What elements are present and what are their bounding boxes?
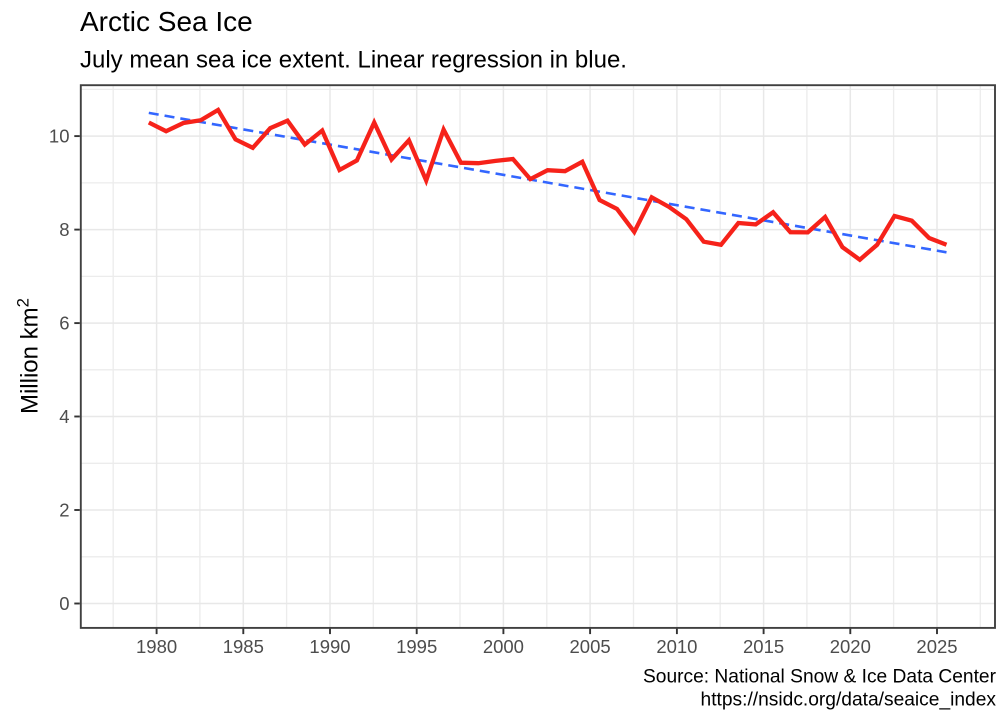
svg-text:2005: 2005 <box>570 636 611 657</box>
svg-text:1985: 1985 <box>223 636 264 657</box>
svg-text:https://nsidc.org/data/seaice_: https://nsidc.org/data/seaice_index <box>701 689 997 710</box>
svg-text:2020: 2020 <box>830 636 871 657</box>
svg-text:Million km2: Million km2 <box>14 298 44 414</box>
svg-text:2: 2 <box>59 500 69 521</box>
svg-text:4: 4 <box>59 406 69 427</box>
svg-text:8: 8 <box>59 219 69 240</box>
svg-text:2015: 2015 <box>743 636 784 657</box>
svg-text:6: 6 <box>59 313 69 334</box>
svg-text:2025: 2025 <box>916 636 957 657</box>
svg-text:Arctic Sea Ice: Arctic Sea Ice <box>80 6 253 37</box>
svg-text:10: 10 <box>49 126 70 147</box>
svg-text:1995: 1995 <box>396 636 437 657</box>
svg-text:1980: 1980 <box>136 636 177 657</box>
svg-text:July mean sea ice extent. Line: July mean sea ice extent. Linear regress… <box>80 47 627 74</box>
svg-text:2000: 2000 <box>483 636 524 657</box>
svg-text:Source: National Snow & Ice Da: Source: National Snow & Ice Data Center <box>643 666 997 687</box>
svg-text:0: 0 <box>59 593 69 614</box>
svg-text:1990: 1990 <box>309 636 350 657</box>
svg-text:2010: 2010 <box>656 636 697 657</box>
